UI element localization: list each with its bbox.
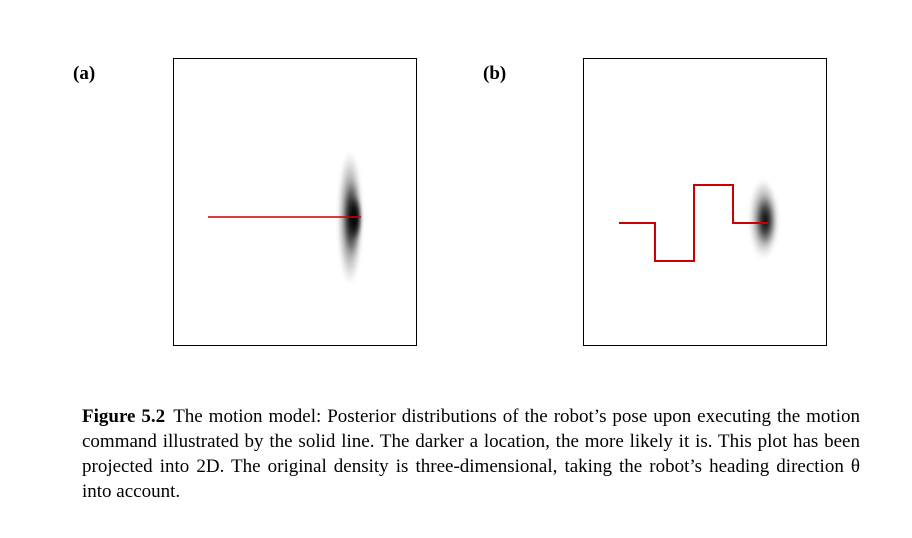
posterior-density-a: [337, 150, 363, 286]
panel-label-a: (a): [73, 63, 96, 84]
plot-b-canvas: [619, 178, 779, 262]
motion-path-b: [619, 184, 768, 262]
plot-a-canvas: [208, 150, 363, 286]
plot-panel-a: [173, 58, 417, 346]
panel-label-b: (b): [483, 63, 507, 84]
caption-label: Figure 5.2: [82, 406, 166, 427]
plot-panel-b: [583, 58, 827, 346]
figure-caption: Figure 5.2 The motion model: Posterior di…: [82, 404, 860, 504]
caption-text: The motion model: Posterior distribution…: [82, 406, 860, 502]
posterior-density-b: [748, 178, 779, 260]
